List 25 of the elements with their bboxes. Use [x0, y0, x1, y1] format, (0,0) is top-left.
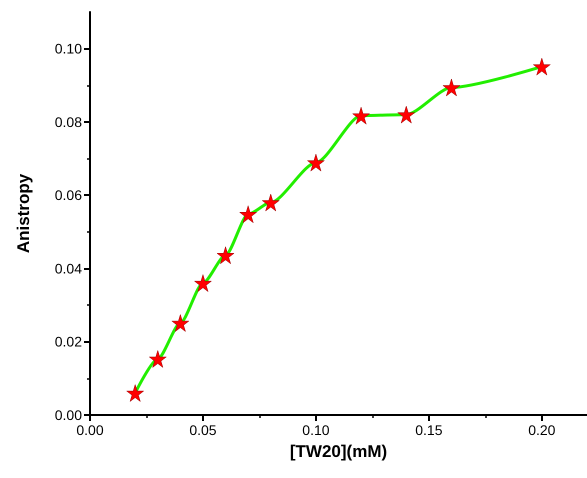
text: 0.00 [76, 422, 104, 438]
point [307, 154, 325, 172]
point [149, 350, 167, 368]
point [194, 274, 212, 292]
point [172, 314, 190, 332]
x-axis-title: [TW20](mM) [290, 442, 388, 461]
x-tick-label: 0.15 [415, 422, 443, 438]
point [239, 205, 257, 223]
x-tick-label: 0.05 [189, 422, 217, 438]
y-tick-label: 0.02 [54, 334, 82, 350]
text: 0.00 [54, 407, 82, 423]
point [352, 106, 370, 124]
y-axis-title: Anistropy [14, 173, 33, 254]
point [126, 384, 144, 402]
point [216, 246, 234, 264]
y-tick-label: 0.04 [54, 260, 82, 276]
point [533, 58, 551, 76]
point [398, 106, 416, 124]
text: 0.20 [528, 422, 556, 438]
point [442, 78, 460, 96]
point [262, 194, 280, 212]
y-tick-label: 0.08 [54, 114, 82, 130]
y-tick-label: 0.06 [54, 187, 82, 204]
text: 0.10 [54, 40, 82, 57]
text: 0.10 [302, 422, 330, 438]
